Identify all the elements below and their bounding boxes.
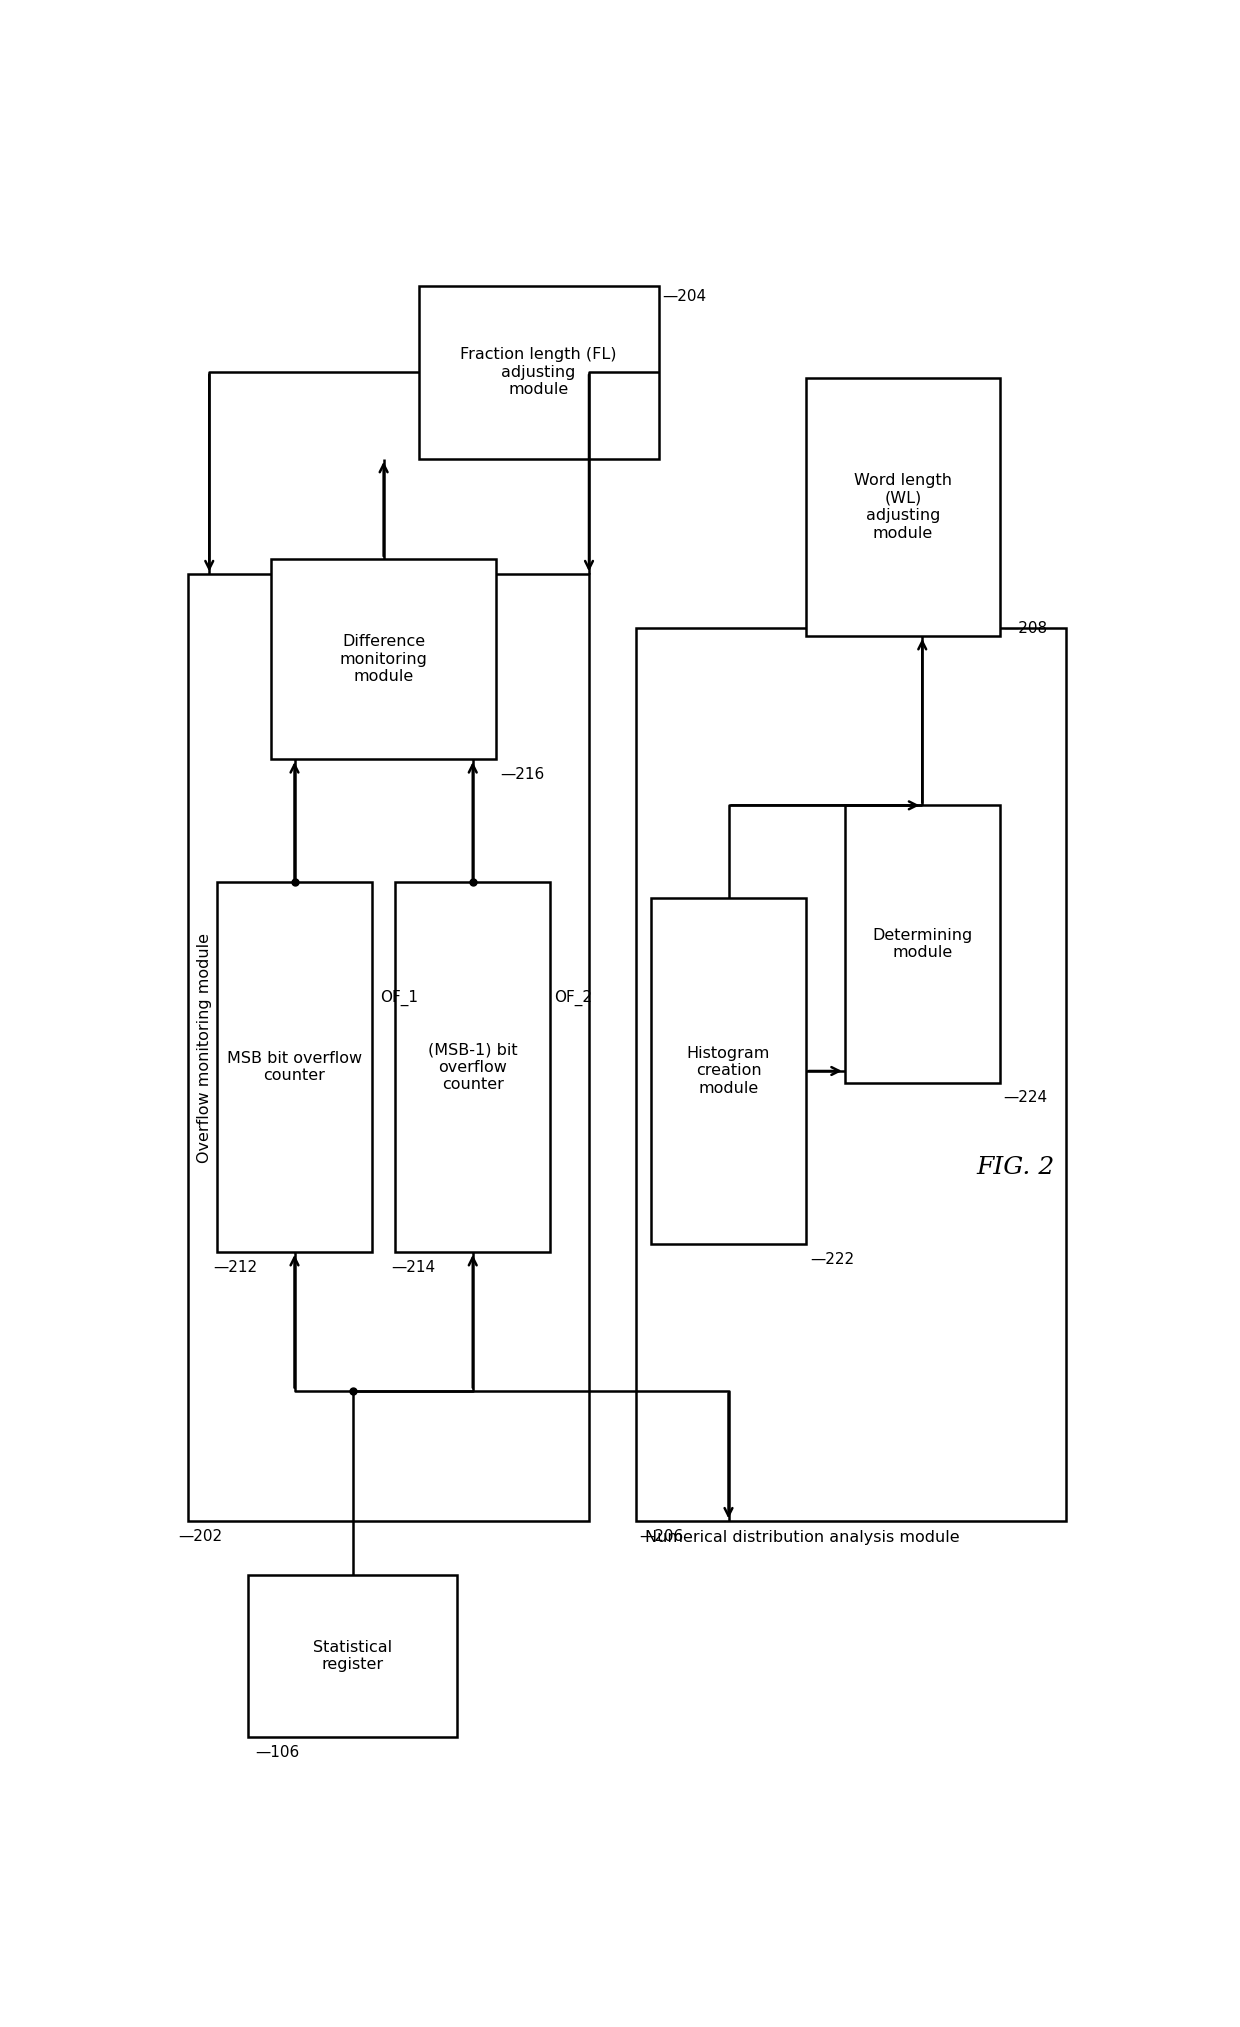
Bar bbox=[635, 628, 1065, 1522]
Bar bbox=[217, 882, 372, 1253]
Bar bbox=[844, 805, 999, 1082]
Text: Overflow monitoring module: Overflow monitoring module bbox=[197, 932, 212, 1163]
Text: Histogram
creation
module: Histogram creation module bbox=[687, 1046, 770, 1097]
Text: Word length
(WL)
adjusting
module: Word length (WL) adjusting module bbox=[854, 474, 952, 541]
Text: —208: —208 bbox=[1003, 620, 1048, 636]
Bar bbox=[419, 286, 658, 458]
Text: —216: —216 bbox=[500, 766, 544, 782]
Text: Determining
module: Determining module bbox=[872, 928, 972, 961]
Text: —214: —214 bbox=[392, 1259, 435, 1275]
Text: Difference
monitoring
module: Difference monitoring module bbox=[340, 634, 428, 683]
Text: Fraction length (FL)
adjusting
module: Fraction length (FL) adjusting module bbox=[460, 347, 616, 397]
Text: MSB bit overflow
counter: MSB bit overflow counter bbox=[227, 1050, 362, 1082]
Bar bbox=[187, 574, 589, 1522]
Text: Statistical
register: Statistical register bbox=[312, 1640, 392, 1672]
Text: —206: —206 bbox=[640, 1528, 683, 1545]
Text: —212: —212 bbox=[213, 1259, 257, 1275]
Text: FIG. 2: FIG. 2 bbox=[977, 1155, 1055, 1180]
Text: —224: —224 bbox=[1003, 1091, 1048, 1105]
Bar bbox=[651, 898, 806, 1245]
Text: (MSB-1) bit
overflow
counter: (MSB-1) bit overflow counter bbox=[428, 1042, 517, 1093]
Bar bbox=[396, 882, 551, 1253]
Bar bbox=[272, 559, 496, 760]
Text: OF_2: OF_2 bbox=[554, 989, 593, 1005]
Bar bbox=[248, 1575, 458, 1737]
Bar bbox=[806, 377, 999, 636]
Text: —106: —106 bbox=[255, 1745, 300, 1759]
Text: Numerical distribution analysis module: Numerical distribution analysis module bbox=[645, 1530, 960, 1545]
Text: —204: —204 bbox=[662, 290, 707, 304]
Text: —222: —222 bbox=[810, 1253, 854, 1267]
Text: OF_1: OF_1 bbox=[379, 989, 418, 1005]
Text: —202: —202 bbox=[179, 1528, 222, 1545]
